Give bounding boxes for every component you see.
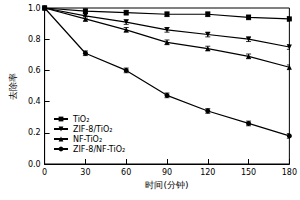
svg-text:0.0: 0.0 xyxy=(28,160,41,169)
svg-text:0.6: 0.6 xyxy=(28,66,41,75)
svg-text:NF-TiO₂: NF-TiO₂ xyxy=(73,135,102,144)
svg-text:30: 30 xyxy=(80,168,90,177)
svg-text:150: 150 xyxy=(241,168,256,177)
svg-text:120: 120 xyxy=(200,168,215,177)
svg-text:0.8: 0.8 xyxy=(28,35,41,44)
svg-text:TiO₂: TiO₂ xyxy=(72,115,89,124)
svg-text:1.0: 1.0 xyxy=(28,4,41,13)
svg-text:去除率: 去除率 xyxy=(8,73,18,100)
svg-text:60: 60 xyxy=(121,168,131,177)
svg-text:0.2: 0.2 xyxy=(28,128,41,137)
svg-text:ZIF-8/NF-TiO₂: ZIF-8/NF-TiO₂ xyxy=(73,145,125,154)
svg-text:ZIF-8/TiO₂: ZIF-8/TiO₂ xyxy=(73,125,112,134)
svg-text:180: 180 xyxy=(282,168,297,177)
svg-text:时间(分钟): 时间(分钟) xyxy=(145,180,188,190)
svg-text:0.4: 0.4 xyxy=(28,97,41,106)
svg-text:90: 90 xyxy=(162,168,172,177)
svg-text:0: 0 xyxy=(42,168,47,177)
